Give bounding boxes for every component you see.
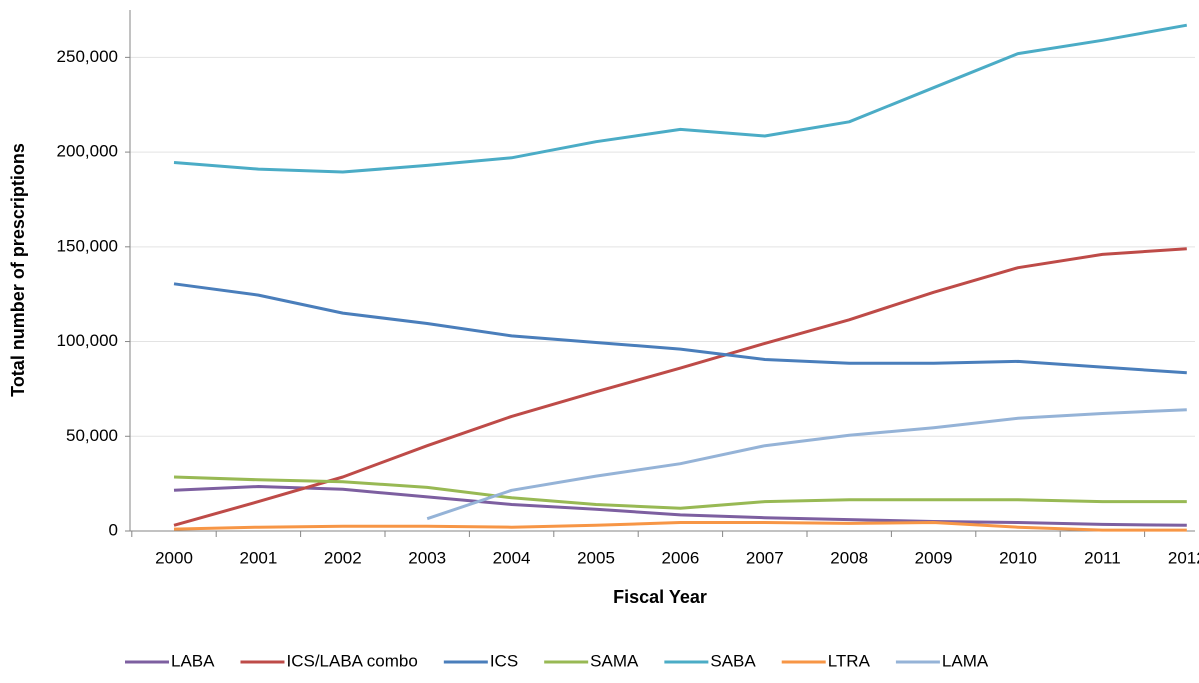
x-tick-label: 2005 — [577, 548, 615, 567]
series-line — [173, 247, 1187, 527]
y-tick-label: 200,000 — [57, 142, 118, 161]
y-tick-label: 50,000 — [66, 426, 118, 445]
legend-label: SABA — [710, 651, 756, 670]
legend-label: ICS — [490, 651, 518, 670]
legend-label: LABA — [171, 651, 215, 670]
x-tick-label: 2006 — [661, 548, 699, 567]
x-tick-label: 2007 — [746, 548, 784, 567]
legend-label: SAMA — [590, 651, 639, 670]
y-tick-label: 0 — [109, 520, 118, 539]
y-tick-label: 150,000 — [57, 236, 118, 255]
series-line — [426, 408, 1187, 521]
x-tick-label: 2001 — [239, 548, 277, 567]
x-tick-label: 2000 — [155, 548, 193, 567]
x-tick-label: 2008 — [830, 548, 868, 567]
series-line — [173, 282, 1187, 375]
x-tick-label: 2011 — [1084, 548, 1121, 567]
x-tick-label: 2003 — [408, 548, 446, 567]
legend-label: ICS/LABA combo — [286, 651, 417, 670]
y-tick-label: 250,000 — [57, 47, 118, 66]
legend-label: LTRA — [828, 651, 871, 670]
x-tick-label: 2010 — [999, 548, 1037, 567]
y-axis-title: Total number of prescriptions — [8, 143, 28, 397]
series-line — [173, 475, 1187, 510]
series-line — [173, 521, 1187, 532]
x-tick-label: 2009 — [915, 548, 953, 567]
x-axis-title: Fiscal Year — [613, 587, 707, 607]
series-line — [173, 485, 1187, 527]
x-tick-label: 2002 — [324, 548, 362, 567]
y-tick-label: 100,000 — [57, 331, 118, 350]
series-line — [173, 23, 1188, 174]
x-tick-label: 2004 — [493, 548, 531, 567]
x-tick-label: 2012 — [1168, 548, 1199, 567]
legend-label: LAMA — [942, 651, 989, 670]
